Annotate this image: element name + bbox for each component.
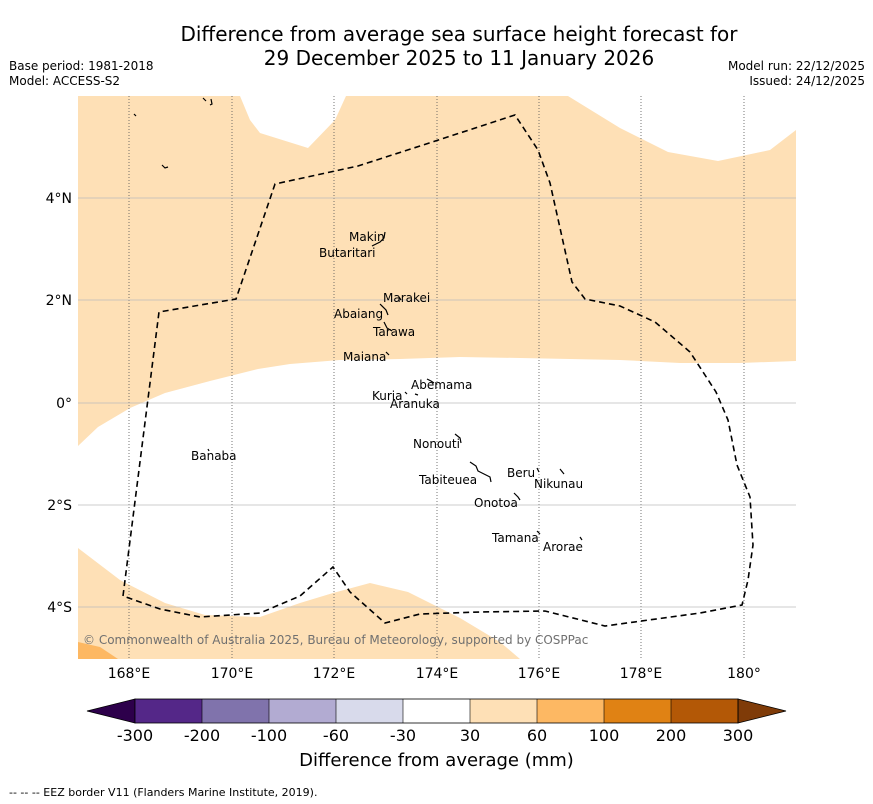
- colorbar-tick: -200: [184, 726, 220, 745]
- latitude-ticks: 4°N 2°N 0° 2°S 4°S: [46, 191, 73, 616]
- colorbar-bin-5: [403, 699, 470, 723]
- island-label-tamana: Tamana: [491, 531, 539, 545]
- lon-tick-170: 170°E: [211, 666, 254, 682]
- title-line-2: 29 December 2025 to 11 January 2026: [263, 46, 655, 70]
- island-label-tabiteuea: Tabiteuea: [418, 473, 477, 487]
- colorbar-bin-3: [269, 699, 336, 723]
- colorbar-tick: 30: [460, 726, 480, 745]
- colorbar: -300 -200 -100 -60 -30 30 60 100 200 300: [86, 698, 787, 745]
- island-label-tarawa: Tarawa: [372, 325, 415, 339]
- issued-date: Issued: 24/12/2025: [749, 74, 865, 88]
- colorbar-bin-2: [202, 699, 269, 723]
- island-coastlines: [133, 97, 583, 541]
- lat-tick-0: 0°: [56, 396, 72, 412]
- lat-tick-2s: 2°S: [47, 498, 72, 514]
- colorbar-tick: 300: [723, 726, 754, 745]
- island-label-onotoa: Onotoa: [474, 496, 518, 510]
- colorbar-bin-8: [604, 699, 671, 723]
- lat-tick-4s: 4°S: [47, 600, 72, 616]
- lon-tick-174: 174°E: [416, 666, 459, 682]
- lon-tick-176: 176°E: [518, 666, 561, 682]
- island-label-kuria: Kuria: [372, 389, 403, 403]
- island-label-butaritari: Butaritari: [319, 246, 376, 260]
- island-label-arorae: Arorae: [543, 540, 583, 554]
- island-label-nikunau: Nikunau: [534, 477, 583, 491]
- colorbar-extend-high: [737, 698, 787, 724]
- island-label-aranuka: Aranuka: [390, 397, 440, 411]
- lat-tick-2n: 2°N: [46, 293, 72, 309]
- colorbar-bin-9: [671, 699, 738, 723]
- island-label-nonouti: Nonouti: [413, 437, 460, 451]
- eez-footnote: -- -- -- EEZ border V11 (Flanders Marine…: [9, 786, 318, 799]
- lon-tick-168: 168°E: [108, 666, 151, 682]
- island-label-marakei: Marakei: [383, 291, 430, 305]
- island-label-banaba: Banaba: [191, 449, 237, 463]
- colorbar-bin-4: [336, 699, 403, 723]
- anomaly-region-south: [78, 548, 520, 659]
- colorbar-extend-low: [86, 698, 136, 724]
- colorbar-tick: 100: [589, 726, 620, 745]
- island-label-abemama: Abemama: [411, 378, 472, 392]
- model-run: Model run: 22/12/2025: [727, 59, 865, 73]
- base-period: Base period: 1981-2018: [9, 59, 154, 73]
- meta-left: Base period: 1981-2018 Model: ACCESS-S2: [9, 59, 154, 89]
- grid: [78, 96, 796, 659]
- colorbar-tick: 60: [527, 726, 547, 745]
- lat-tick-4n: 4°N: [46, 191, 72, 207]
- island-labels: Makin Butaritari Marakei Abaiang Tarawa …: [191, 230, 583, 554]
- anomaly-region-orange: [78, 642, 118, 659]
- island-label-maiana: Maiana: [343, 350, 386, 364]
- colorbar-tick: -300: [117, 726, 153, 745]
- colorbar-bin-6: [470, 699, 537, 723]
- lon-tick-172: 172°E: [313, 666, 356, 682]
- island-label-abaiang: Abaiang: [334, 307, 383, 321]
- model-name: Model: ACCESS-S2: [9, 74, 121, 88]
- eez-border: [122, 114, 754, 627]
- longitude-ticks: 168°E 170°E 172°E 174°E 176°E 178°E 180°: [108, 666, 761, 682]
- lon-tick-180: 180°: [727, 666, 761, 682]
- title-line-1: Difference from average sea surface heig…: [180, 22, 738, 46]
- meta-right: Model run: 22/12/2025 Issued: 24/12/2025: [728, 59, 865, 89]
- map-title: Difference from average sea surface heig…: [0, 22, 873, 70]
- copyright-notice: © Commonwealth of Australia 2025, Bureau…: [83, 633, 588, 647]
- colorbar-tick: -60: [323, 726, 349, 745]
- colorbar-tick: 200: [656, 726, 687, 745]
- map-panel: Makin Butaritari Marakei Abaiang Tarawa …: [78, 96, 796, 659]
- island-label-beru: Beru: [507, 466, 535, 480]
- island-label-makin: Makin: [349, 230, 385, 244]
- colorbar-title: Difference from average (mm): [299, 750, 574, 771]
- colorbar-bin-1: [135, 699, 202, 723]
- colorbar-bin-7: [537, 699, 604, 723]
- colorbar-tick: -30: [390, 726, 416, 745]
- lon-tick-178: 178°E: [620, 666, 663, 682]
- colorbar-tick: -100: [251, 726, 287, 745]
